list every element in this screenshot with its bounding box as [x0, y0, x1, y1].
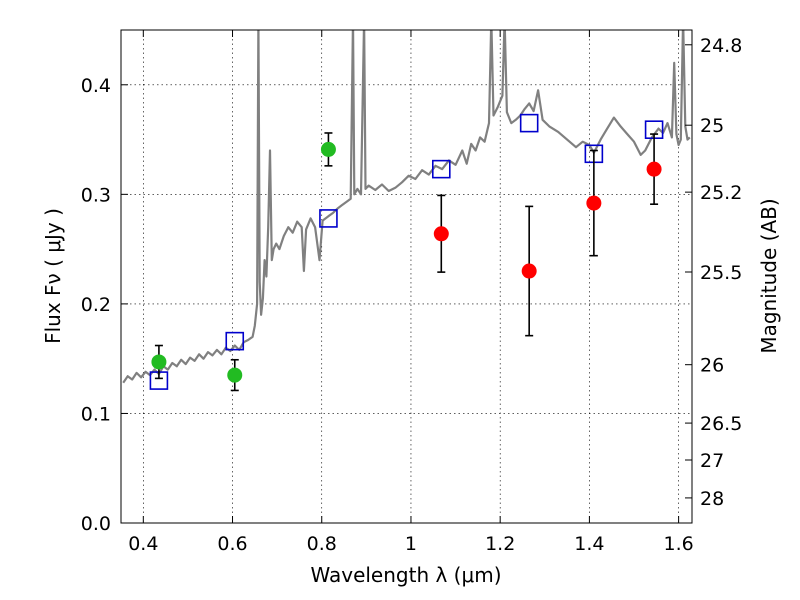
y-axis-label: Flux Fν ( μJy ) — [41, 208, 65, 344]
spectrum-line — [122, 30, 691, 384]
x-tick-label: 0.8 — [307, 533, 337, 555]
model-square-point — [431, 159, 451, 179]
x-axis-label: Wavelength λ (μm) — [310, 563, 501, 587]
x-tick-label: 1.6 — [664, 533, 694, 555]
y2-tick-label: 25 — [700, 115, 724, 137]
y2-tick-label: 26 — [700, 355, 724, 377]
nir-data-point — [433, 226, 449, 242]
model-square-point — [319, 209, 338, 228]
y-tick-label: 0.2 — [81, 294, 111, 316]
y2-tick-label: 28 — [700, 488, 724, 510]
y2-tick-label: 27 — [700, 450, 724, 472]
y-tick-label: 0.4 — [81, 75, 111, 97]
y2-tick-label: 26.5 — [700, 413, 742, 435]
plot-area — [122, 30, 691, 392]
right-axis-label: Magnitude (AB) — [757, 198, 781, 353]
y2-tick-label: 25.5 — [700, 262, 742, 284]
nir-data-point — [521, 263, 537, 279]
y-tick-label: 0.0 — [81, 513, 111, 535]
x-tick-label: 0.6 — [217, 533, 247, 555]
nir-data-point — [586, 195, 602, 211]
x-tick-label: 1 — [405, 533, 417, 555]
y-tick-label: 0.3 — [81, 184, 111, 206]
x-tick-label: 1.2 — [485, 533, 515, 555]
optical-data-point — [151, 354, 167, 370]
axes-frame — [120, 29, 693, 524]
y-tick-label: 0.1 — [81, 403, 111, 425]
model-square-point — [519, 113, 539, 133]
optical-data-point — [227, 367, 243, 383]
nir-data-point — [646, 161, 662, 177]
y2-tick-label: 24.8 — [700, 35, 742, 57]
grid — [121, 30, 692, 523]
ticks: 0.4 0.6 0.8 1 1.2 1.4 1.6 0.0 0.1 0.2 0.3 0.4 24.8 25… — [81, 30, 742, 555]
y2-tick-label: 25.2 — [700, 182, 742, 204]
model-square-point — [225, 331, 245, 351]
x-tick-label: 0.4 — [128, 533, 158, 555]
x-tick-label: 1.4 — [574, 533, 604, 555]
optical-data-point — [320, 141, 336, 157]
